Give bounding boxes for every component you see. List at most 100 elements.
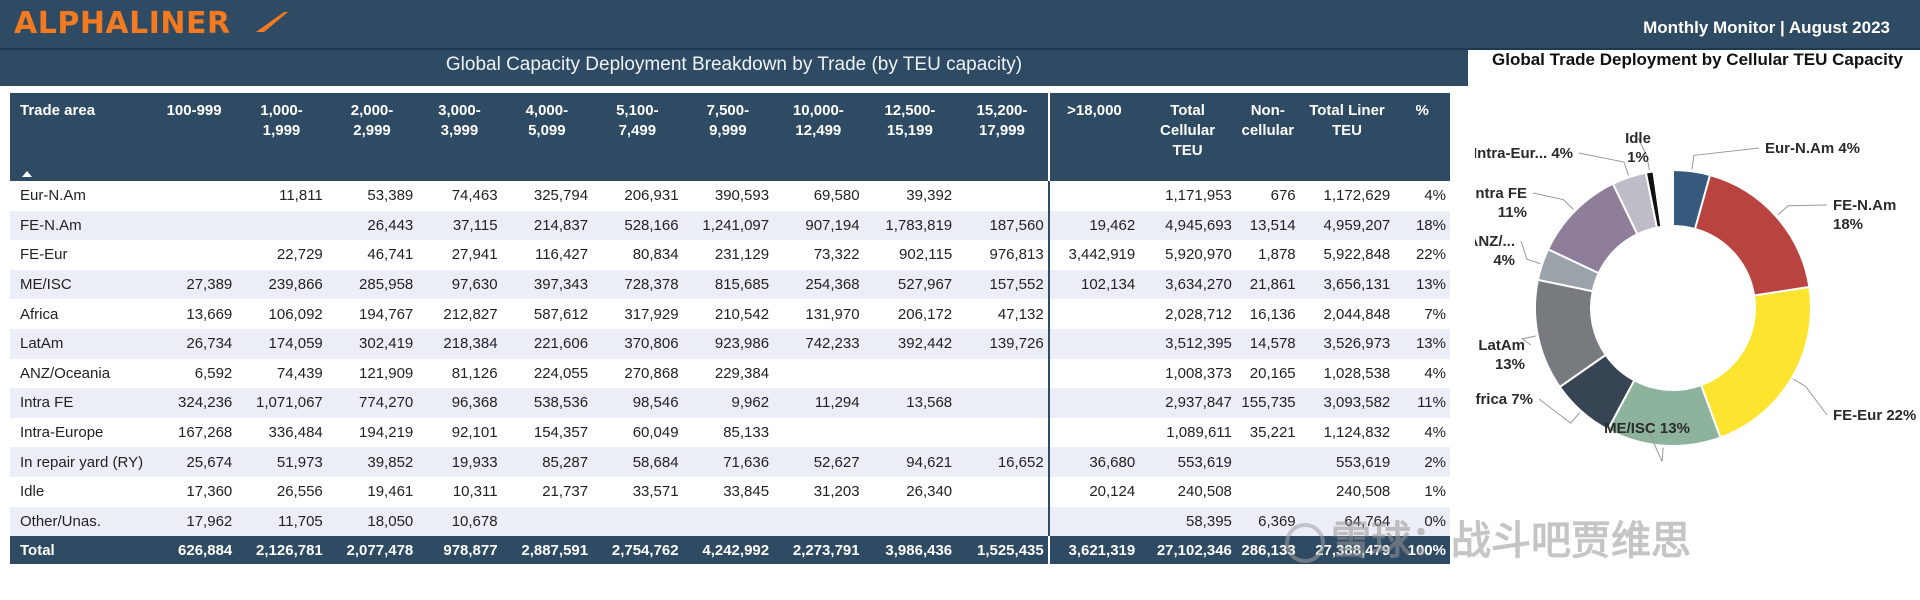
total-cell: 2,273,791 (773, 536, 864, 565)
table-cell: 21,861 (1235, 269, 1300, 300)
row-label: Africa (20, 305, 59, 323)
total-cell: 978,877 (417, 536, 502, 565)
total-cell: 3,986,436 (863, 536, 957, 565)
table-cell: 22% (1415, 246, 1446, 264)
table-cell: 4% (1424, 424, 1446, 442)
table-cell: 1,241,097 (682, 210, 774, 241)
table-header-row: Trade area 100-999 1,000- 1,999 2,000- 2,99… (10, 93, 1450, 181)
table-cell: 19,461 (367, 483, 414, 501)
table-cell: 10,311 (452, 483, 498, 501)
chart-title: Global Trade Deployment by Cellular TEU … (1492, 50, 1903, 69)
total-cell: 3,621,319 (1047, 536, 1140, 565)
table-cell: 39,852 (326, 447, 418, 477)
table-row: Intra-Europe 167,268 336,484 194,219 92,101 1… (10, 417, 1450, 448)
table-cell: 4% (1424, 364, 1446, 382)
total-cell: 2,887,591 (501, 536, 593, 565)
table-cell: 4,959,207 (1299, 210, 1395, 241)
table-cell: 1,008,373 (1165, 364, 1232, 382)
table-row: Other/Unas. 17,962 11,705 18,050 10,678 58,39… (10, 506, 1450, 537)
table-cell: 27,389 (151, 269, 237, 300)
table-cell: 71,636 (682, 447, 774, 477)
row-label: Eur-N.Am (20, 187, 86, 205)
table-cell: 51,973 (236, 447, 327, 477)
donut-slice[interactable] (1693, 173, 1811, 297)
column-header: 4,000- 5,099 (501, 93, 593, 181)
row-label: Intra-Europe (20, 424, 104, 442)
table-cell: 240,508 (1177, 483, 1232, 501)
table-cell (151, 210, 237, 241)
table-cell (773, 506, 864, 537)
table-cell: 31,203 (813, 483, 860, 501)
table-cell: 53,389 (367, 187, 414, 205)
table-cell: 13% (1394, 328, 1450, 359)
column-header: Total Cellular TEU (1139, 93, 1236, 181)
donut-slice[interactable] (1699, 285, 1812, 439)
column-header: 7,500- 9,999 (682, 93, 774, 181)
table-cell: 1,071,067 (236, 388, 327, 418)
slice-label: ANZ/...4% (1475, 233, 1515, 269)
table-cell: 194,219 (359, 424, 414, 442)
table-body: Eur-N.Am 11,811 53,389 74,463 325,794 206,931… (10, 181, 1450, 537)
table-cell: 52,627 (773, 447, 864, 477)
table-cell: 96,368 (417, 388, 502, 418)
table-cell: 390,593 (714, 187, 770, 205)
table-cell: 187,560 (956, 210, 1049, 241)
table-cell: 25,674 (151, 447, 237, 477)
table-cell: 47,132 (997, 305, 1044, 323)
table-cell: 214,837 (501, 210, 593, 241)
table-cell: 97,630 (417, 269, 502, 300)
table-cell: 1,124,832 (1323, 424, 1391, 442)
table-cell: 5,922,848 (1323, 246, 1391, 264)
table-cell: 1,171,953 (1165, 187, 1232, 205)
table-cell: 20,165 (1249, 364, 1296, 382)
table-cell: 206,172 (897, 305, 953, 323)
row-label: FE-Eur (20, 246, 68, 264)
table-cell: 17,962 (151, 506, 237, 537)
table-cell: 33,845 (723, 483, 770, 501)
table-cell: 13,568 (863, 388, 957, 418)
table-cell: 39,392 (906, 187, 953, 205)
table-cell: 206,931 (624, 187, 679, 205)
table-cell: 218,384 (417, 328, 502, 359)
table-cell: 98,546 (592, 388, 683, 418)
table-cell: 26,443 (326, 210, 418, 241)
table-cell: 324,236 (151, 388, 237, 418)
monthly-monitor-label: Monthly Monitor | August 2023 (1643, 18, 1890, 37)
column-header: Total Liner TEU (1299, 93, 1395, 181)
column-header: 2,000- 2,999 (326, 93, 418, 181)
top-header-bar: ALPHALINER Monthly Monitor | August 2023 (0, 0, 1920, 50)
table-row: FE-Eur 22,729 46,741 27,941 116,427 80,834 231… (10, 240, 1450, 270)
table-cell: 317,929 (624, 305, 679, 323)
column-header-trade-area[interactable]: Trade area (10, 93, 152, 181)
table-cell (956, 506, 1049, 537)
sort-up-icon[interactable] (22, 171, 32, 177)
table-cell: 212,827 (443, 305, 498, 323)
row-label: FE-N.Am (10, 210, 152, 241)
watermark-logo-icon (1285, 523, 1325, 563)
slice-label: Intra-Eur... 4% (1475, 145, 1573, 162)
table-cell: 9,962 (682, 388, 774, 418)
leader-line (1793, 378, 1828, 416)
total-cell: 2,077,478 (326, 536, 418, 565)
slice-label: Eur-N.Am 4% (1765, 140, 1860, 157)
column-header: 100-999 (151, 93, 237, 181)
total-cell: 2,126,781 (236, 536, 327, 565)
table-cell (864, 359, 957, 389)
table-cell: 155,735 (1235, 388, 1300, 418)
column-header: 10,000- 12,499 (773, 93, 864, 181)
donut-slice[interactable] (1670, 168, 1674, 228)
table-cell: 13,669 (186, 305, 233, 323)
table-cell: 3,442,919 (1047, 240, 1140, 270)
table-cell: 1,172,629 (1323, 187, 1391, 205)
table-cell: 302,419 (326, 328, 418, 359)
table-cell: 26,340 (906, 483, 953, 501)
table-cell: 231,129 (714, 246, 770, 264)
table-cell: 11% (1394, 388, 1450, 418)
table-cell: 19,462 (1047, 210, 1140, 241)
table-cell: 81,126 (451, 364, 498, 382)
table-cell: 154,357 (533, 424, 589, 442)
table-cell: 1,783,819 (863, 210, 957, 241)
table-row: Eur-N.Am 11,811 53,389 74,463 325,794 206,931… (10, 181, 1450, 211)
table-cell: 21,737 (542, 483, 589, 501)
table-cell: 392,442 (863, 328, 957, 359)
